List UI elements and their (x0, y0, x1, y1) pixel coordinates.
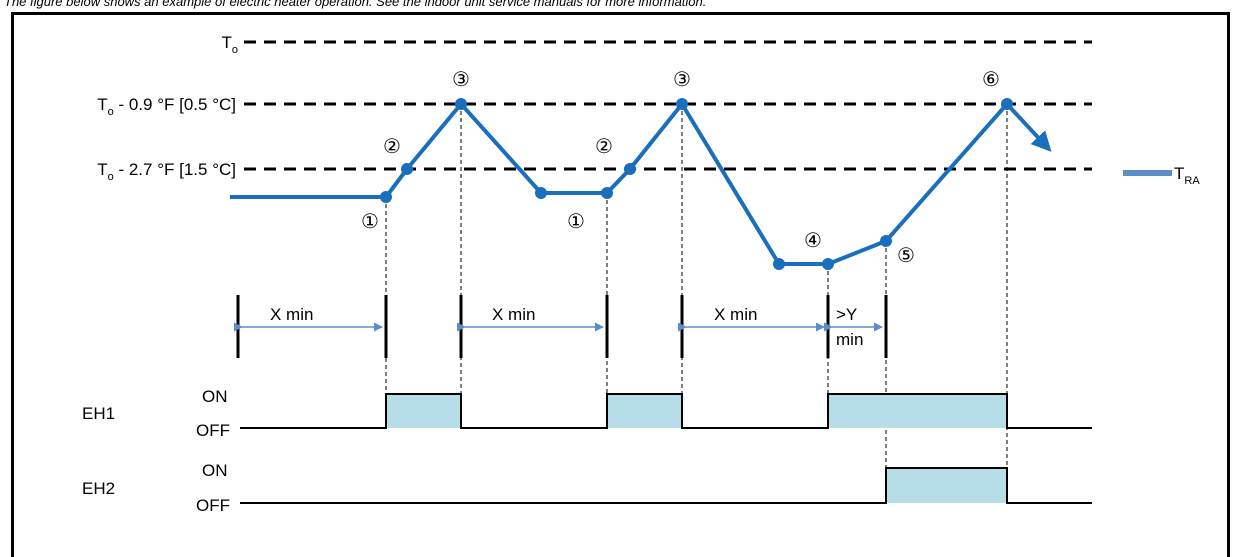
timer-label-y-line2: min (836, 330, 863, 349)
eh1-on-period (607, 394, 682, 428)
eh1-on-period (386, 394, 461, 428)
tra-arrow (1005, 102, 1052, 152)
marker-2: ② (595, 136, 613, 158)
label-to-minus-27: To - 2.7 °F [1.5 °C] (97, 160, 236, 183)
legend-label: TRA (1174, 164, 1200, 187)
marker-1: ① (567, 211, 585, 233)
eh2-timeline (240, 467, 1092, 504)
eh2-off-label: OFF (196, 496, 230, 515)
eh1-label: EH1 (82, 404, 115, 423)
eh2-signal (240, 467, 1092, 504)
marker-3: ③ (452, 69, 470, 91)
curve-point (822, 258, 834, 270)
diagram-frame (11, 12, 1230, 557)
eh2-on-period (886, 468, 1007, 503)
timer-label-y-line1: >Y (836, 305, 857, 324)
curve-point (401, 163, 413, 175)
label-to-minus-09: To - 0.9 °F [0.5 °C] (97, 95, 236, 118)
step-markers: ① ② ③ ② ③ ① ④ ⑤ ⑥ (361, 69, 1000, 267)
marker-5: ⑤ (897, 245, 915, 267)
eh2-on-label: ON (202, 461, 228, 480)
curve-point (601, 187, 613, 199)
marker-6: ⑥ (982, 69, 1000, 91)
tra-curve (230, 98, 1052, 270)
marker-1: ① (361, 211, 379, 233)
eh1-timeline (240, 393, 1092, 429)
legend: TRA (1123, 164, 1200, 187)
timer-label-x: X min (270, 305, 313, 324)
curve-point (676, 98, 688, 110)
eh1-signal (240, 393, 1092, 429)
timer-label-x: X min (714, 305, 757, 324)
curve-point (880, 235, 892, 247)
curve-point (624, 163, 636, 175)
marker-2: ② (383, 136, 401, 158)
eh1-on-label: ON (202, 387, 228, 406)
eh1-off-label: OFF (196, 421, 230, 440)
eh2-label: EH2 (82, 479, 115, 498)
marker-4: ④ (804, 230, 822, 252)
curve-point (455, 98, 467, 110)
label-to: To (221, 33, 238, 56)
figure-caption: The figure below shows an example of ele… (4, 0, 707, 9)
marker-3: ③ (673, 69, 691, 91)
timer-label-x: X min (492, 305, 535, 324)
curve-point (535, 187, 547, 199)
curve-point (773, 258, 785, 270)
eh1-on-period (828, 394, 1007, 428)
curve-point (1001, 98, 1013, 110)
guide-lines (385, 104, 1008, 503)
curve-point (380, 191, 392, 203)
